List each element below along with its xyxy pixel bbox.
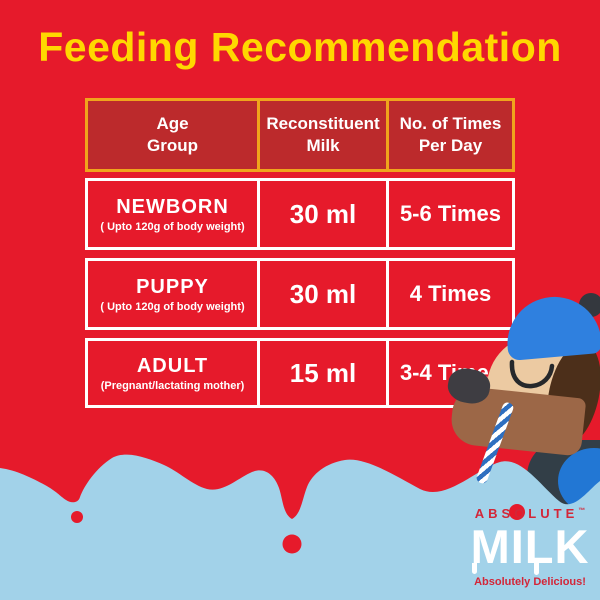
cell-newborn-times: 5-6 Times [386, 181, 512, 247]
header-times-line1: No. of Times [399, 113, 502, 133]
cell-adult-group: ADULT (Pregnant/lactating mother) [88, 341, 257, 405]
puppy-milk-value: 30 ml [289, 278, 357, 309]
table-row-newborn: NEWBORN ( Upto 120g of body weight) 30 m… [85, 178, 515, 250]
cell-adult-milk: 15 ml [257, 341, 386, 405]
cell-puppy-group: PUPPY ( Upto 120g of body weight) [88, 261, 257, 327]
puppy-group-label: PUPPY [136, 275, 209, 298]
trademark-symbol: ™ [578, 507, 586, 515]
header-times-line2: Per Day [418, 136, 483, 155]
puppy-times-value: 4 Times [409, 281, 492, 306]
table-row-puppy: PUPPY ( Upto 120g of body weight) 30 ml … [85, 258, 515, 330]
adult-group-label: ADULT [136, 354, 209, 377]
header-age-line1: Age [156, 113, 189, 133]
adult-group-note: (Pregnant/lactating mother) [100, 379, 245, 392]
brand-tagline: Absolutely Delicious! [474, 576, 586, 588]
brand-name: ABSOLUTE™ [450, 506, 600, 521]
red-droplet-right [509, 504, 525, 520]
newborn-milk-value: 30 ml [289, 198, 357, 229]
feeding-table-header: Age Group Reconstituent Milk No. of Time… [85, 98, 515, 172]
red-droplet-small [71, 511, 83, 523]
cell-puppy-times: 4 Times [386, 261, 512, 327]
poster-title: Feeding Recommendation [38, 24, 562, 70]
red-droplet-large [282, 534, 302, 554]
brand-logo: ABSOLUTE™ MILK Absolutely Delicious! [450, 506, 600, 588]
cell-newborn-milk: 30 ml [257, 181, 386, 247]
header-cell-milk: Reconstituent Milk [257, 101, 386, 169]
header-milk-line2: Milk [306, 136, 340, 155]
newborn-group-note: ( Upto 120g of body weight) [100, 220, 245, 233]
dog-closed-eye [509, 359, 555, 389]
product-name-text: MILK [470, 520, 590, 573]
newborn-group-label: NEWBORN [116, 195, 229, 218]
puppy-group-note: ( Upto 120g of body weight) [100, 300, 245, 313]
table-row-adult: ADULT (Pregnant/lactating mother) 15 ml … [85, 338, 515, 408]
header-cell-times: No. of Times Per Day [386, 101, 512, 169]
header-milk-line1: Reconstituent [266, 113, 380, 133]
header-cell-age-group: Age Group [88, 101, 257, 169]
product-name: MILK [450, 520, 600, 575]
brand-text: ABSOLUTE [474, 506, 579, 521]
newborn-times-value: 5-6 Times [399, 201, 502, 226]
milk-text-drip [472, 563, 477, 574]
cell-puppy-milk: 30 ml [257, 261, 386, 327]
adult-milk-value: 15 ml [289, 357, 357, 388]
cell-newborn-group: NEWBORN ( Upto 120g of body weight) [88, 181, 257, 247]
milk-text-drip [534, 561, 539, 575]
header-age-line2: Group [147, 136, 198, 155]
milk-pool-wave [0, 454, 600, 600]
